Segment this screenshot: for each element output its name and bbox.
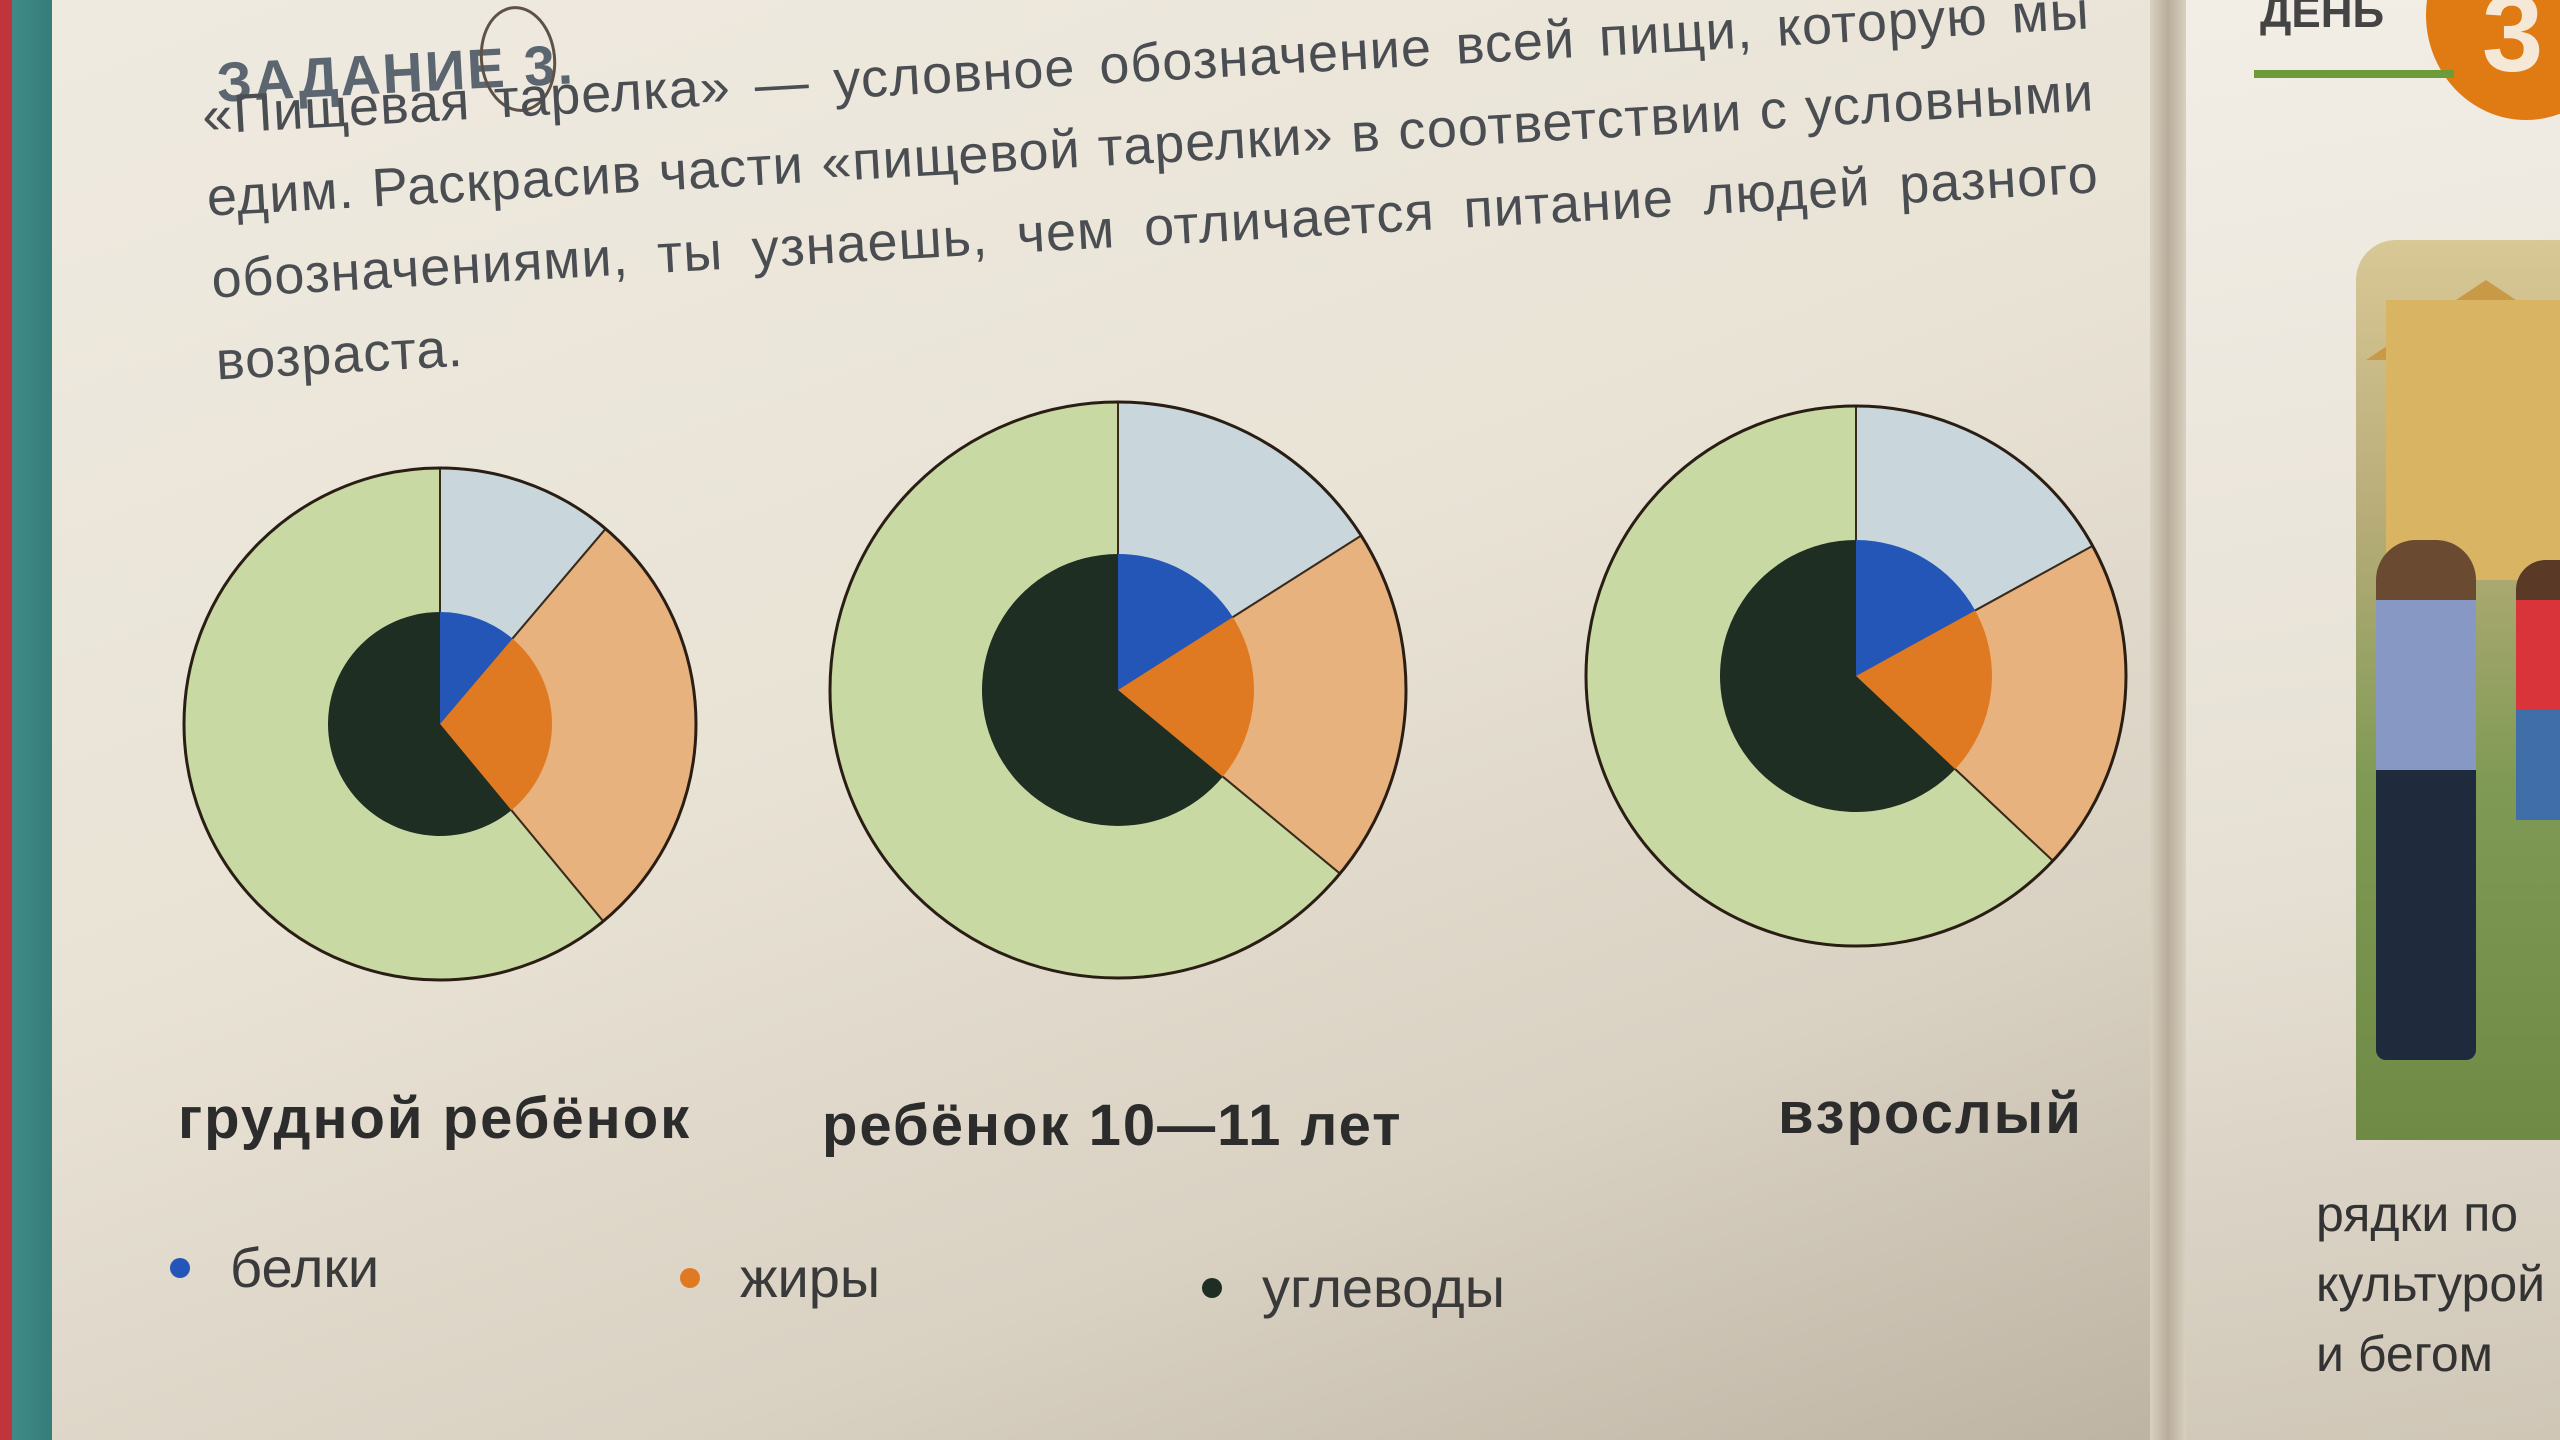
legend-dot-protein: [170, 1257, 190, 1278]
inner-slice-protein: [1856, 540, 1976, 676]
inner-slice-fat: [1856, 610, 1993, 770]
plate-rim: [828, 400, 1408, 980]
chart-title-adult: взрослый: [1778, 1081, 2083, 1146]
right-text-line-1: рядки по: [2316, 1186, 2519, 1242]
right-page: 3 ДЕНЬ рядки по культурой и бегом: [2186, 0, 2560, 1440]
house-image: [2386, 300, 2560, 580]
boy-figure: [2376, 540, 2476, 1060]
child-figure: [2516, 560, 2560, 820]
inner-slice-carbs: [328, 612, 512, 837]
legend-dot-carbs: [1202, 1277, 1222, 1298]
inner-slice-carbs: [1720, 540, 1956, 812]
inner-slice-carbs: [981, 554, 1223, 826]
legend-dot-fat: [680, 1267, 700, 1288]
right-text-line-3: и бегом: [2316, 1326, 2494, 1382]
legend-label-protein: белки: [230, 1236, 380, 1299]
header-underline: [2254, 70, 2454, 78]
legend-item-fat: жиры: [680, 1245, 880, 1310]
legend-label-carbs: углеводы: [1262, 1256, 1505, 1319]
inner-slice-fat: [1118, 617, 1255, 777]
food-plate-child: [828, 400, 1408, 980]
plate-rim: [1584, 404, 2128, 948]
day-header: ДЕНЬ: [2260, 0, 2385, 37]
inner-slice-protein: [1118, 554, 1233, 690]
inner-slice-protein: [440, 612, 513, 724]
legend-item-carbs: углеводы: [1202, 1255, 1505, 1320]
legend-label-fat: жиры: [740, 1246, 881, 1309]
inner-slice-fat: [440, 638, 552, 811]
food-plate-infant: [182, 466, 698, 982]
chart-title-infant: грудной ребёнок: [178, 1086, 692, 1151]
food-plate-adult: [1584, 404, 2128, 948]
legend-item-protein: белки: [170, 1235, 379, 1300]
plate-rim: [182, 466, 698, 982]
book-gutter: [2150, 0, 2186, 1440]
day-number: 3: [2482, 0, 2544, 95]
right-text-line-2: культурой: [2316, 1256, 2546, 1312]
chart-title-child: ребёнок 10—11 лет: [822, 1093, 1403, 1158]
